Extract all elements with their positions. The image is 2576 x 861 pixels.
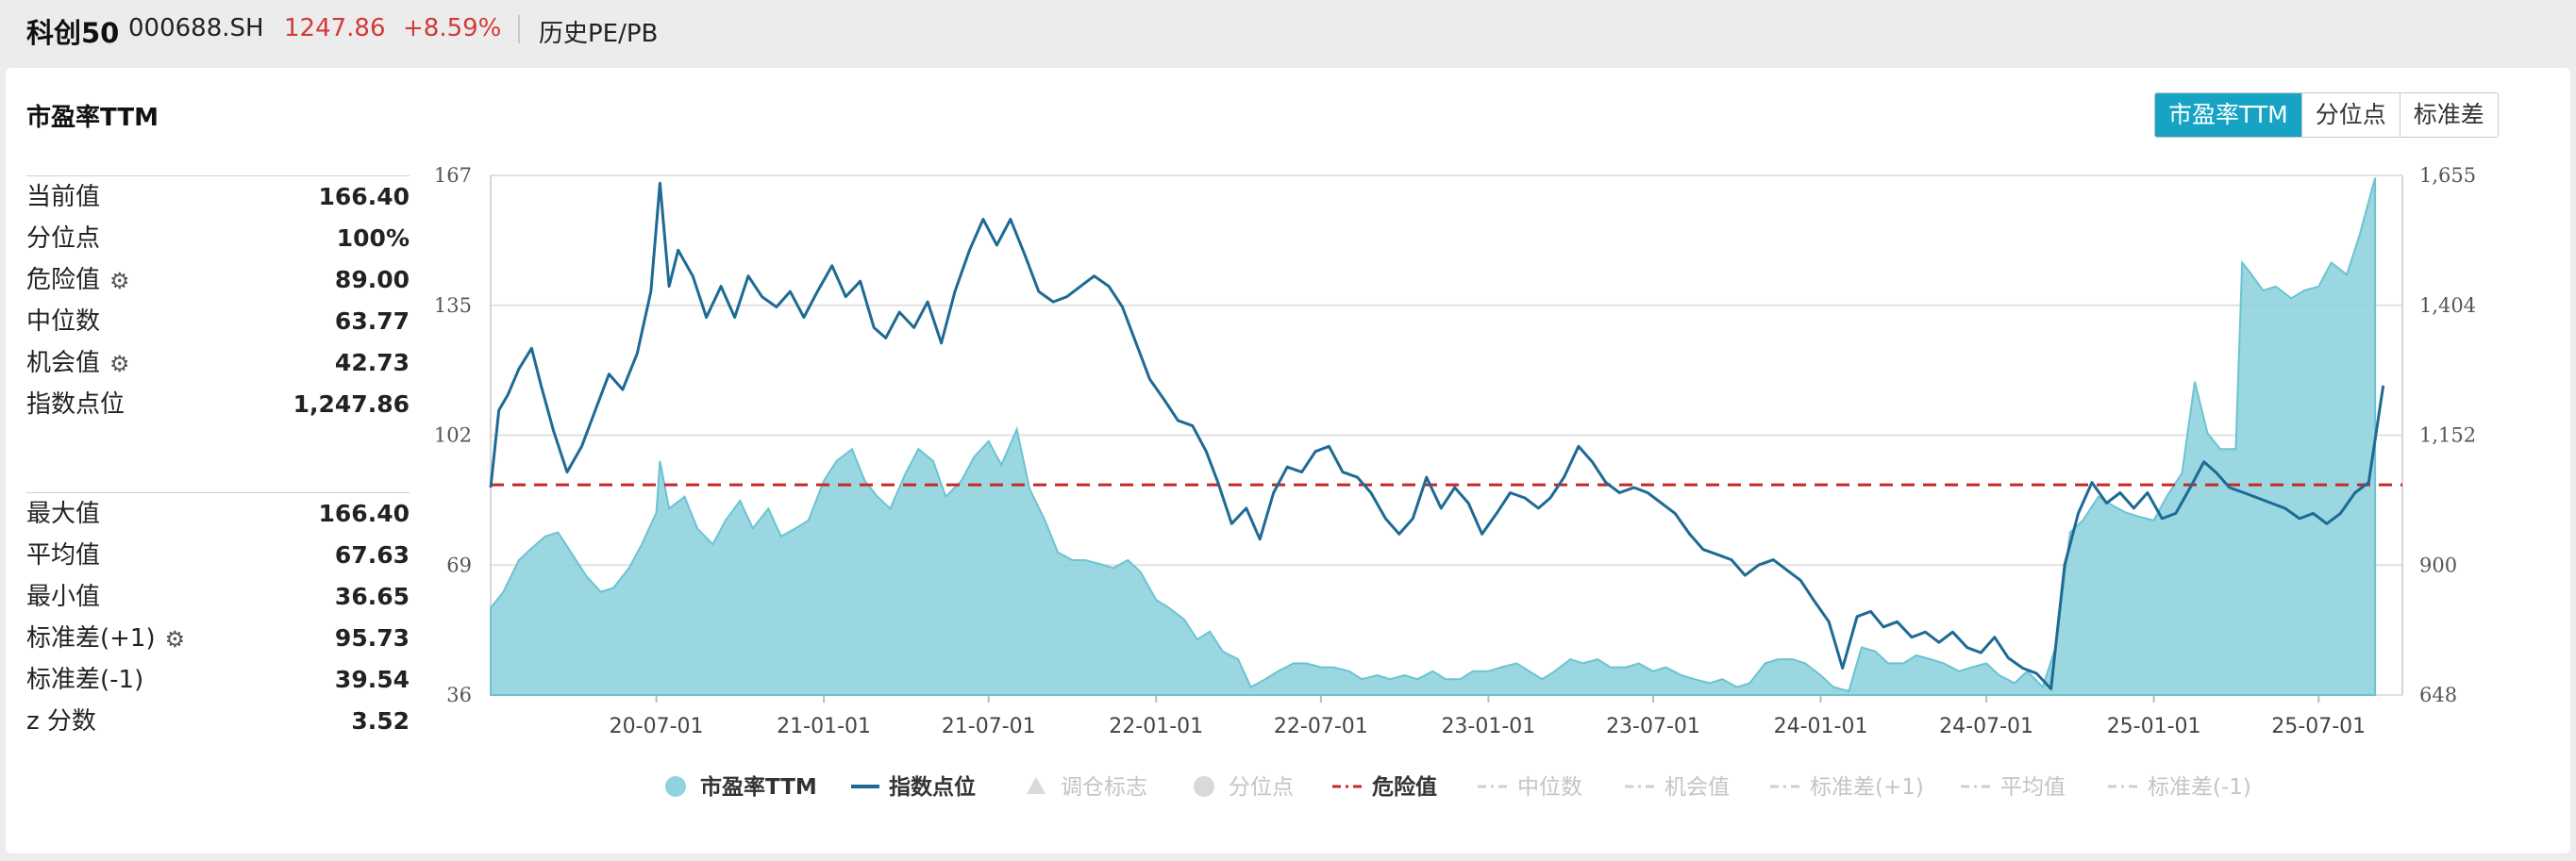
stat-row-index-level: 指数点位 1,247.86 <box>26 384 410 425</box>
tab-percentile[interactable]: 分位点 <box>2300 93 2400 137</box>
chart-panel: 市盈率TTM 市盈率TTM 分位点 标准差 当前值 166.40 分位点 100… <box>6 68 2570 853</box>
stat-row-danger: 危险值 ⚙ 89.00 <box>26 259 410 301</box>
stat-label: 危险值 <box>26 266 101 294</box>
stat-row-max: 最大值 166.40 <box>26 493 410 535</box>
index-level-line <box>489 181 2385 690</box>
legend-marker-circle <box>1194 776 1214 797</box>
x-tick-label: 23-01-01 <box>1441 715 1535 738</box>
y-tick-right: 1,655 <box>2419 164 2476 187</box>
y-tick-right: 648 <box>2419 684 2457 706</box>
legend-label: 分位点 <box>1229 775 1294 800</box>
legend-label: 标准差(-1) <box>2148 775 2251 800</box>
index-code: 000688.SH <box>128 14 264 42</box>
x-tick-label: 20-07-01 <box>610 715 704 738</box>
y-tick-left: 69 <box>446 554 472 576</box>
y-tick-left: 102 <box>434 424 472 447</box>
stat-value: 67.63 <box>334 541 410 569</box>
legend-marker-circle <box>665 776 686 797</box>
stat-row-median: 中位数 63.77 <box>26 301 410 342</box>
stats-group-current: 当前值 166.40 分位点 100% 危险值 ⚙ 89.00 中位数 63.77… <box>26 175 410 425</box>
legend-label: 调仓标志 <box>1061 775 1147 800</box>
view-switcher: 市盈率TTM 分位点 标准差 <box>2154 92 2499 138</box>
stat-row-stddev-plus: 标准差(+1) ⚙ 95.73 <box>26 618 410 659</box>
stat-value: 3.52 <box>351 707 410 735</box>
stat-label: 标准差(-1) <box>26 666 144 694</box>
x-tick-label: 25-07-01 <box>2271 715 2366 738</box>
y-tick-left: 167 <box>434 164 472 187</box>
legend-label: 机会值 <box>1664 775 1730 800</box>
stats-group-history: 最大值 166.40 平均值 67.63 最小值 36.65 标准差(+1) ⚙ … <box>26 492 410 742</box>
stat-value: 63.77 <box>334 307 410 335</box>
stat-label: 平均值 <box>26 541 101 570</box>
stat-label: 指数点位 <box>26 390 125 419</box>
stat-label: 当前值 <box>26 183 101 211</box>
x-tick-label: 21-01-01 <box>777 715 871 738</box>
x-tick-label: 25-01-01 <box>2107 715 2201 738</box>
stat-row-mean: 平均值 67.63 <box>26 535 410 576</box>
stat-row-zscore: z 分数 3.52 <box>26 701 410 742</box>
history-pe-pb-link[interactable]: 历史PE/PB <box>539 20 659 48</box>
stat-row-percentile: 分位点 100% <box>26 218 410 259</box>
index-price: 1247.86 <box>284 14 386 42</box>
legend-marker-triangle <box>1027 777 1045 794</box>
x-tick-label: 22-07-01 <box>1274 715 1368 738</box>
stat-label: 中位数 <box>26 307 101 336</box>
gear-icon[interactable]: ⚙ <box>109 350 130 377</box>
legend-label: 中位数 <box>1517 775 1582 800</box>
y-tick-right: 1,404 <box>2419 294 2476 317</box>
legend-label: 指数点位 <box>889 774 976 800</box>
x-tick-label: 22-01-01 <box>1109 715 1203 738</box>
y-tick-left: 135 <box>434 294 472 317</box>
stat-value: 42.73 <box>334 349 410 376</box>
pe-chart[interactable]: 167 1,655 135 1,404 102 1,152 69 900 36 648 20-07-… <box>6 68 2570 853</box>
x-tick-label: 21-07-01 <box>942 715 1036 738</box>
stat-row-current: 当前值 166.40 <box>26 176 410 218</box>
legend-label: 危险值 <box>1372 774 1437 800</box>
stat-value: 89.00 <box>334 266 410 293</box>
stat-label: 最小值 <box>26 583 101 611</box>
y-tick-right: 900 <box>2419 554 2457 576</box>
stat-row-stddev-minus: 标准差(-1) 39.54 <box>26 659 410 701</box>
stat-value: 95.73 <box>334 624 410 652</box>
stat-label: 分位点 <box>26 224 101 253</box>
stat-row-min: 最小值 36.65 <box>26 576 410 618</box>
stat-value: 36.65 <box>334 583 410 610</box>
panel-title: 市盈率TTM <box>26 104 159 132</box>
stat-label: z 分数 <box>26 707 96 736</box>
legend-label: 标准差(+1) <box>1810 775 1924 800</box>
y-tick-right: 1,152 <box>2419 424 2476 447</box>
stat-value: 39.54 <box>334 666 410 693</box>
stat-value: 100% <box>336 224 410 252</box>
legend-label: 平均值 <box>2000 775 2066 800</box>
tab-pe-ttm[interactable]: 市盈率TTM <box>2155 93 2301 137</box>
stat-row-opportunity: 机会值 ⚙ 42.73 <box>26 342 410 384</box>
stat-label: 机会值 <box>26 349 101 377</box>
y-tick-left: 36 <box>446 684 472 706</box>
x-tick-label: 24-01-01 <box>1774 715 1868 738</box>
x-tick-label: 24-07-01 <box>1939 715 2033 738</box>
x-tick-label: 23-07-01 <box>1606 715 1700 738</box>
stat-label: 标准差(+1) <box>26 624 156 653</box>
index-change: +8.59% <box>403 14 502 42</box>
stat-label: 最大值 <box>26 500 101 528</box>
divider <box>518 15 520 43</box>
stat-value: 1,247.86 <box>293 390 410 418</box>
pe-ttm-area <box>490 177 2377 696</box>
gear-icon[interactable]: ⚙ <box>109 267 130 294</box>
top-bar: 科创50 000688.SH 1247.86 +8.59% 历史PE/PB <box>0 0 2576 62</box>
gear-icon[interactable]: ⚙ <box>164 625 186 653</box>
stat-value: 166.40 <box>318 500 410 527</box>
stat-value: 166.40 <box>318 183 410 210</box>
tab-stddev[interactable]: 标准差 <box>2399 93 2498 137</box>
legend-label: 市盈率TTM <box>700 774 817 800</box>
index-name: 科创50 <box>26 17 120 49</box>
